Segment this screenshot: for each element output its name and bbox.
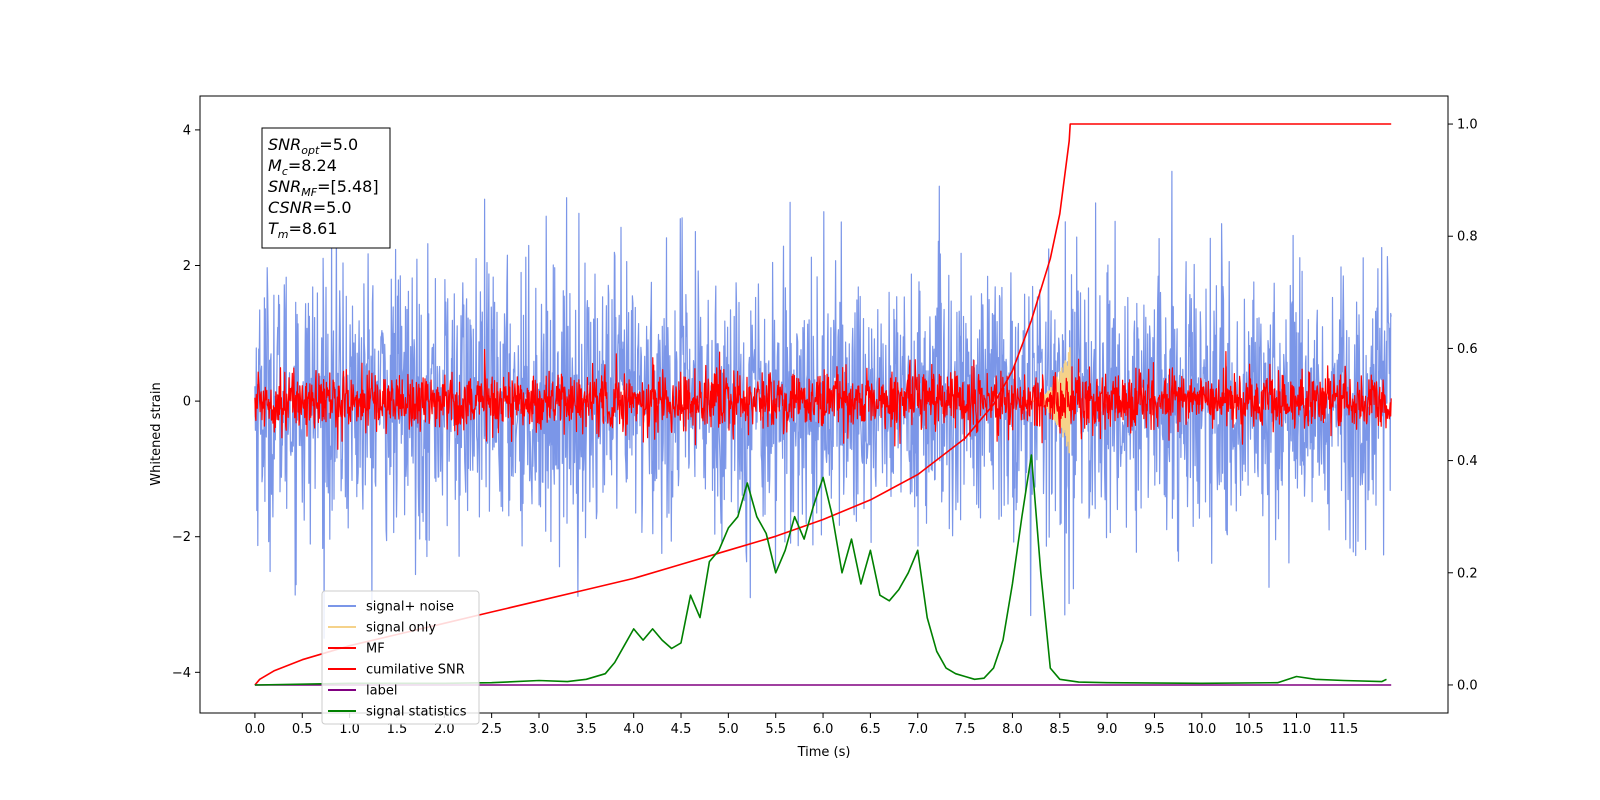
legend-label: cumilative SNR [366, 663, 465, 678]
x-tick-label: 4.0 [623, 722, 644, 737]
series-line-mf [254, 348, 1392, 450]
info-symbol: CSNR [268, 198, 313, 217]
x-tick-label: 3.0 [529, 722, 550, 737]
info-symbol: T [268, 219, 279, 238]
y-axis-label: Whitened strain [149, 382, 164, 485]
info-box: SNRopt=5.0Mc=8.24SNRMF=[5.48]CSNR=5.0Tm=… [261, 127, 391, 249]
x-tick-label: 7.5 [955, 722, 976, 737]
legend: signal+ noise signal only MF cumilative SNR… [321, 590, 480, 725]
legend-entry-signal-only: signal only [328, 621, 436, 636]
x-tick-label: 2.0 [434, 722, 455, 737]
x-tick-label: 9.5 [1144, 722, 1165, 737]
info-value: =8.24 [288, 156, 337, 175]
info-value: =8.61 [289, 219, 338, 238]
y2-tick-label: 0.0 [1457, 678, 1478, 693]
info-subscript: m [278, 228, 289, 241]
y-tick-label: 0 [183, 395, 191, 410]
legend-frame [321, 590, 480, 725]
y-tick-label: −2 [172, 530, 191, 545]
info-symbol: SNR [268, 177, 301, 196]
y-axis-left: −4 −2 0 2 4 [172, 123, 200, 681]
info-symbol: SNR [268, 135, 301, 154]
x-tick-label: 1.0 [339, 722, 360, 737]
info-subscript: c [282, 165, 288, 178]
info-line-csnr: CSNR=5.0 [268, 198, 352, 217]
info-line-tm: Tm=8.61 [268, 219, 338, 241]
y2-tick-label: 1.0 [1457, 118, 1478, 133]
x-tick-label: 8.0 [1002, 722, 1023, 737]
info-value: =5.0 [313, 198, 352, 217]
x-tick-label: 11.0 [1282, 722, 1311, 737]
y-axis-right: 0.0 0.2 0.4 0.6 0.8 1.0 [1448, 118, 1478, 693]
legend-entry-signal-statistics: signal statistics [328, 705, 467, 720]
x-tick-label: 10.0 [1187, 722, 1216, 737]
legend-label: label [366, 684, 397, 699]
x-tick-label: 2.5 [481, 722, 502, 737]
y-tick-label: 4 [183, 123, 191, 138]
legend-entry-cumilative-snr: cumilative SNR [328, 663, 465, 678]
x-tick-label: 8.5 [1049, 722, 1070, 737]
x-tick-label: 6.5 [860, 722, 881, 737]
y2-tick-label: 0.8 [1457, 230, 1478, 245]
x-tick-label: 6.0 [813, 722, 834, 737]
series-line-signal-noise [254, 170, 1392, 639]
y2-tick-label: 0.2 [1457, 566, 1478, 581]
legend-label: signal statistics [366, 705, 467, 720]
info-box-frame [261, 127, 391, 249]
legend-label: signal+ noise [366, 600, 454, 615]
x-tick-label: 0.5 [292, 722, 313, 737]
x-tick-label: 0.0 [245, 722, 266, 737]
series-line-signal-statistics [254, 454, 1387, 686]
legend-entry-label: label [328, 684, 397, 699]
x-tick-label: 5.0 [718, 722, 739, 737]
info-value: =[5.48] [317, 177, 379, 196]
x-tick-label: 9.0 [1097, 722, 1118, 737]
legend-label: signal only [366, 621, 436, 636]
x-tick-label: 10.5 [1235, 722, 1264, 737]
info-subscript: opt [301, 144, 320, 157]
x-tick-label: 1.5 [387, 722, 408, 737]
info-line-snropt: SNRopt=5.0 [268, 135, 358, 157]
y-tick-label: 2 [183, 259, 191, 274]
x-tick-label: 3.5 [576, 722, 597, 737]
x-tick-label: 7.0 [907, 722, 928, 737]
plot-frame [199, 95, 1449, 714]
x-tick-label: 4.5 [671, 722, 692, 737]
info-value: =5.0 [319, 135, 358, 154]
legend-entry-mf: MF [328, 642, 385, 657]
legend-entry-signal-noise: signal+ noise [328, 600, 454, 615]
x-axis: 0.0 0.5 1.0 1.5 2.0 2.5 3.0 3.5 4.0 4.5 5.0 5.5 6.0 6… [245, 713, 1358, 737]
info-line-mc: Mc=8.24 [268, 156, 337, 178]
y-tick-label: −4 [172, 666, 191, 681]
x-tick-label: 5.5 [765, 722, 786, 737]
info-subscript: MF [301, 186, 317, 199]
x-tick-label: 11.5 [1329, 722, 1358, 737]
info-line-snrmf: SNRMF=[5.48] [268, 177, 379, 199]
y2-tick-label: 0.4 [1457, 454, 1478, 469]
y2-tick-label: 0.6 [1457, 342, 1478, 357]
x-axis-label: Time (s) [797, 745, 851, 760]
info-symbol: M [268, 156, 282, 175]
legend-label: MF [366, 642, 385, 657]
